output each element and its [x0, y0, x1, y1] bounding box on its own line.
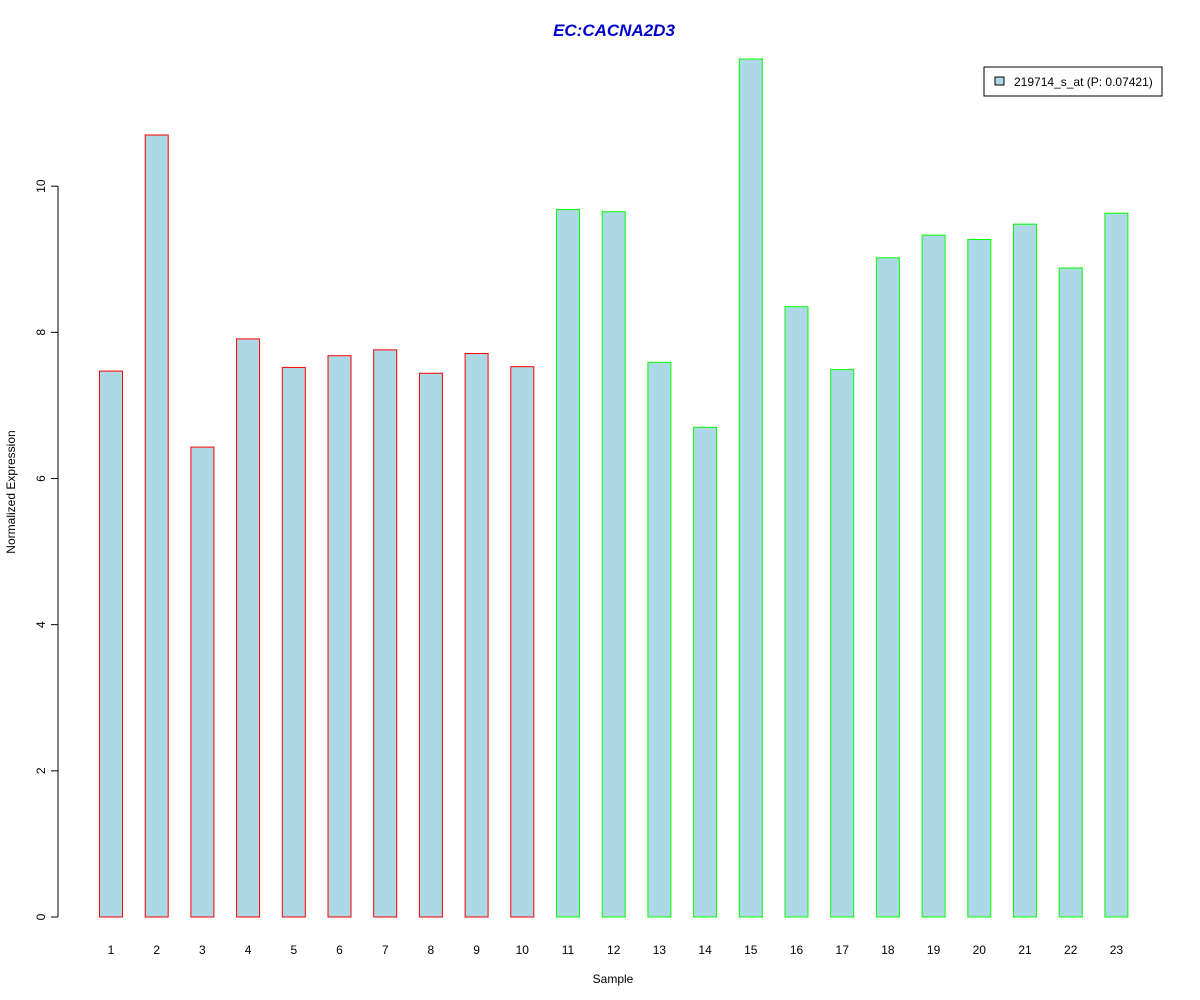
bar-sample-18 [875, 257, 900, 918]
legend-swatch [994, 76, 1005, 86]
x-axis-tick-label: 10 [516, 943, 530, 957]
x-axis-tick-label: 2 [153, 943, 160, 957]
x-axis-label: Sample [593, 972, 634, 986]
x-axis-tick-label: 19 [927, 943, 941, 957]
x-axis-tick-label: 6 [336, 943, 343, 957]
x-axis-tick-labels: 1 2 3 4 5 6 7 8 9 10 11 12 13 14 15 16 17 18 19 20 21 22 23 [108, 943, 1124, 957]
x-axis-tick-label: 17 [836, 943, 850, 957]
legend: 219714_s_at (P: 0.07421) [983, 66, 1163, 97]
y-axis-tick-label: 10 [34, 179, 48, 193]
bar-sample-19 [921, 234, 946, 918]
y-axis-tick-label: 8 [34, 329, 48, 336]
bar-sample-17 [830, 369, 855, 918]
bar-sample-23 [1104, 212, 1129, 918]
x-axis-tick-label: 4 [245, 943, 252, 957]
bar-sample-7 [373, 349, 398, 918]
x-axis-tick-label: 11 [562, 943, 575, 957]
x-axis-tick-label: 23 [1110, 943, 1124, 957]
bar-sample-15 [738, 58, 763, 918]
bar-sample-3 [190, 446, 215, 918]
bar-sample-1 [99, 370, 123, 918]
bar-sample-10 [510, 366, 535, 918]
y-axis-tick-label: 2 [34, 767, 48, 774]
bar-sample-12 [601, 211, 626, 918]
y-axis-tick-label: 4 [34, 621, 48, 628]
x-axis-tick-label: 21 [1018, 943, 1032, 957]
bar-sample-5 [281, 366, 306, 918]
x-axis-tick-label: 20 [973, 943, 987, 957]
x-axis-tick-label: 15 [744, 943, 758, 957]
bar-sample-11 [556, 209, 580, 918]
x-axis-tick-label: 22 [1064, 943, 1078, 957]
x-axis-tick-label: 9 [473, 943, 480, 957]
bar-sample-22 [1058, 267, 1083, 918]
x-axis-tick-label: 7 [382, 943, 389, 957]
bar-sample-8 [418, 372, 443, 918]
x-axis-tick-label: 3 [199, 943, 206, 957]
x-axis-tick-label: 12 [607, 943, 621, 957]
y-axis-tick-label: 6 [34, 475, 48, 482]
bar-sample-2 [144, 134, 169, 918]
legend-label: 219714_s_at (P: 0.07421) [1014, 75, 1153, 89]
x-axis-tick-label: 16 [790, 943, 804, 957]
bar-sample-20 [967, 239, 992, 918]
bar-sample-6 [327, 355, 352, 918]
y-axis-label: Normalized Expression [4, 430, 18, 553]
bar-sample-9 [464, 353, 489, 918]
bar-sample-14 [693, 426, 718, 918]
x-axis-tick-label: 8 [428, 943, 435, 957]
y-axis-tick-label: 0 [34, 913, 48, 920]
bar-sample-13 [647, 361, 672, 918]
bar-sample-21 [1013, 223, 1037, 918]
x-axis-tick-label: 13 [653, 943, 667, 957]
x-axis-tick-label: 18 [881, 943, 895, 957]
bar-sample-16 [784, 306, 809, 918]
bar-sample-4 [236, 338, 261, 918]
legend-box [983, 66, 1163, 97]
x-axis-tick-label: 1 [108, 943, 115, 957]
x-axis-tick-label: 14 [698, 943, 712, 957]
x-axis-tick-label: 5 [290, 943, 297, 957]
y-axis: 0 2 4 6 8 10 [34, 179, 59, 920]
chart-title: EC:CACNA2D3 [553, 21, 675, 40]
bars [99, 58, 1129, 918]
